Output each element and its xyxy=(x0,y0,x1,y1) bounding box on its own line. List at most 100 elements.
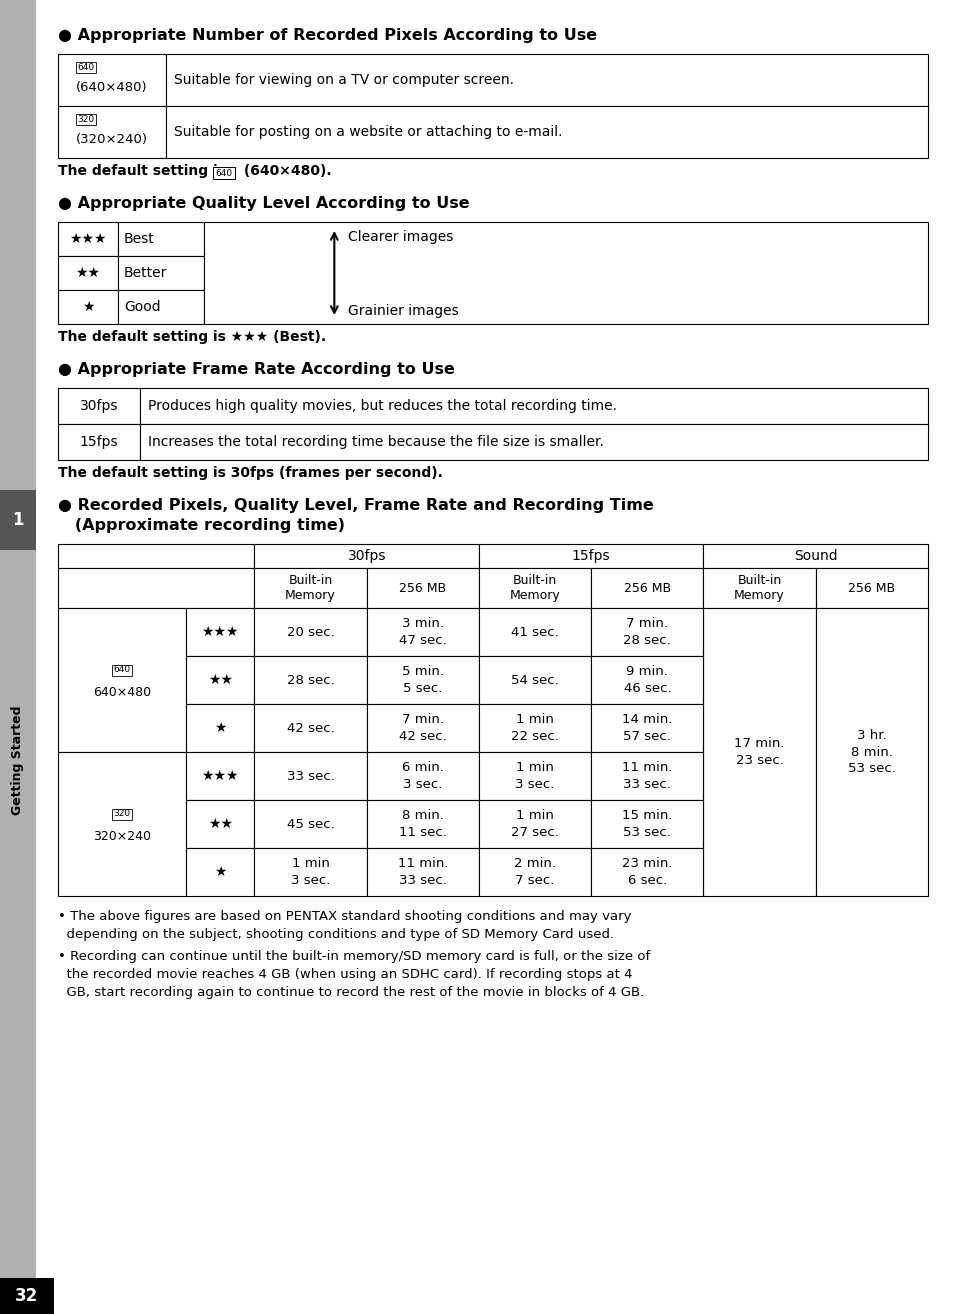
Bar xyxy=(166,106,927,158)
Bar xyxy=(204,222,927,325)
Bar xyxy=(815,608,927,896)
Text: The default setting is: The default setting is xyxy=(58,164,226,177)
Text: ★★★: ★★★ xyxy=(201,625,238,639)
Text: Built-in
Memory: Built-in Memory xyxy=(285,573,335,603)
Text: Good: Good xyxy=(124,300,160,314)
Text: Sound: Sound xyxy=(793,549,837,562)
Bar xyxy=(58,256,118,290)
Text: Best: Best xyxy=(124,233,154,246)
Text: Grainier images: Grainier images xyxy=(348,304,458,318)
Text: 7 min.
42 sec.: 7 min. 42 sec. xyxy=(398,714,446,742)
Text: (640×480): (640×480) xyxy=(76,80,148,93)
Bar xyxy=(366,800,478,848)
Text: ● Appropriate Frame Rate According to Use: ● Appropriate Frame Rate According to Us… xyxy=(58,361,455,377)
Bar xyxy=(140,424,927,460)
Bar xyxy=(58,290,118,325)
Text: • The above figures are based on PENTAX standard shooting conditions and may var: • The above figures are based on PENTAX … xyxy=(58,911,631,941)
Bar xyxy=(213,167,234,179)
Text: 17 min.
23 sec.: 17 min. 23 sec. xyxy=(734,737,784,767)
Text: 9 min.
46 sec.: 9 min. 46 sec. xyxy=(623,665,671,695)
Text: 640×480: 640×480 xyxy=(92,686,151,699)
Bar xyxy=(254,848,366,896)
Bar xyxy=(58,544,254,568)
Bar xyxy=(254,568,366,608)
Text: ★★: ★★ xyxy=(208,673,233,687)
Bar xyxy=(112,665,132,675)
Bar xyxy=(186,608,254,656)
Text: ★: ★ xyxy=(213,721,226,735)
Bar xyxy=(140,388,927,424)
Text: 3 min.
47 sec.: 3 min. 47 sec. xyxy=(398,618,446,646)
Bar xyxy=(591,568,702,608)
Bar xyxy=(702,608,815,896)
Text: ★★: ★★ xyxy=(75,265,100,280)
Bar xyxy=(58,106,166,158)
Bar xyxy=(366,568,478,608)
Text: Increases the total recording time because the file size is smaller.: Increases the total recording time becau… xyxy=(148,435,603,449)
Text: 41 sec.: 41 sec. xyxy=(511,625,558,639)
Text: 1 min
3 sec.: 1 min 3 sec. xyxy=(291,857,330,887)
Bar xyxy=(591,704,702,752)
Text: ● Appropriate Number of Recorded Pixels According to Use: ● Appropriate Number of Recorded Pixels … xyxy=(58,28,597,43)
Text: 320: 320 xyxy=(113,809,131,819)
Text: 256 MB: 256 MB xyxy=(399,582,446,594)
Text: 3 hr.
8 min.
53 sec.: 3 hr. 8 min. 53 sec. xyxy=(847,729,895,775)
Bar xyxy=(254,656,366,704)
Text: The default setting is 30fps (frames per second).: The default setting is 30fps (frames per… xyxy=(58,466,442,480)
Text: Produces high quality movies, but reduces the total recording time.: Produces high quality movies, but reduce… xyxy=(148,399,617,413)
Text: The default setting is ★★★ (Best).: The default setting is ★★★ (Best). xyxy=(58,330,326,344)
Text: ★★★: ★★★ xyxy=(70,233,107,246)
Bar xyxy=(478,800,591,848)
Text: 5 min.
5 sec.: 5 min. 5 sec. xyxy=(401,665,443,695)
Bar xyxy=(0,1279,54,1314)
Bar xyxy=(58,388,140,424)
Text: (Approximate recording time): (Approximate recording time) xyxy=(58,518,345,533)
Bar xyxy=(366,752,478,800)
Text: 33 sec.: 33 sec. xyxy=(286,770,335,783)
Text: Clearer images: Clearer images xyxy=(348,230,454,244)
Text: 8 min.
11 sec.: 8 min. 11 sec. xyxy=(398,809,446,838)
Bar xyxy=(166,54,927,106)
Text: 15 min.
53 sec.: 15 min. 53 sec. xyxy=(621,809,672,838)
Bar xyxy=(366,704,478,752)
Text: ★: ★ xyxy=(82,300,94,314)
Bar xyxy=(186,656,254,704)
Bar xyxy=(254,544,478,568)
Bar xyxy=(254,704,366,752)
Text: ● Recorded Pixels, Quality Level, Frame Rate and Recording Time: ● Recorded Pixels, Quality Level, Frame … xyxy=(58,498,653,512)
Bar xyxy=(478,704,591,752)
Bar xyxy=(186,800,254,848)
Text: ★: ★ xyxy=(213,865,226,879)
Text: (640×480).: (640×480). xyxy=(239,164,332,177)
Text: 28 sec.: 28 sec. xyxy=(287,674,335,686)
Bar xyxy=(478,752,591,800)
Bar xyxy=(591,608,702,656)
Bar xyxy=(591,848,702,896)
Bar xyxy=(58,222,118,256)
Bar xyxy=(58,608,186,752)
Text: 14 min.
57 sec.: 14 min. 57 sec. xyxy=(621,714,672,742)
Text: 1 min
3 sec.: 1 min 3 sec. xyxy=(515,761,555,791)
Bar xyxy=(58,568,254,608)
Text: Suitable for posting on a website or attaching to e-mail.: Suitable for posting on a website or att… xyxy=(173,125,562,139)
Text: ★★★: ★★★ xyxy=(201,769,238,783)
Bar xyxy=(702,568,815,608)
Bar xyxy=(186,704,254,752)
Bar xyxy=(478,544,702,568)
Bar xyxy=(58,54,166,106)
Text: 11 min.
33 sec.: 11 min. 33 sec. xyxy=(621,761,672,791)
Text: ★★: ★★ xyxy=(208,817,233,830)
Bar xyxy=(366,848,478,896)
Text: 30fps: 30fps xyxy=(347,549,386,562)
Bar xyxy=(76,62,96,72)
Bar xyxy=(118,256,204,290)
Bar xyxy=(0,490,36,551)
Bar xyxy=(591,656,702,704)
Bar xyxy=(478,608,591,656)
Text: 256 MB: 256 MB xyxy=(623,582,670,594)
Bar xyxy=(254,608,366,656)
Text: Built-in
Memory: Built-in Memory xyxy=(509,573,559,603)
Text: 256 MB: 256 MB xyxy=(847,582,895,594)
Text: 54 sec.: 54 sec. xyxy=(511,674,558,686)
Text: Getting Started: Getting Started xyxy=(11,706,25,815)
